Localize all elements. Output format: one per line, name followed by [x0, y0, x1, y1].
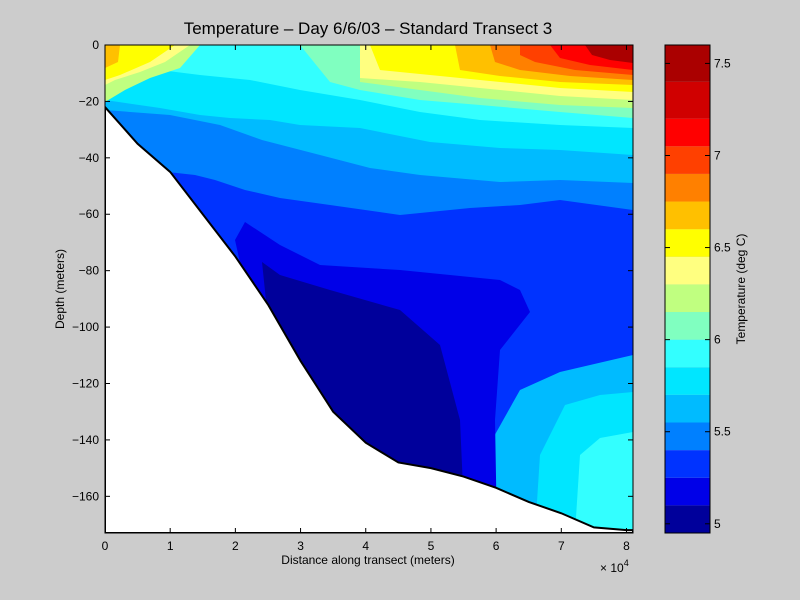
x-axis-multiplier: × 104 — [600, 558, 629, 575]
colorbar-tick-label: 6 — [714, 333, 721, 347]
x-multiplier-base: × 10 — [600, 561, 624, 575]
colorbar-level — [665, 422, 710, 451]
y-tick-label: −100 — [72, 320, 99, 334]
colorbar-tick-label: 7 — [714, 148, 721, 162]
y-tick-label: −80 — [79, 264, 100, 278]
chart-title: Temperature – Day 6/6/03 – Standard Tran… — [184, 19, 553, 38]
colorbar-level — [665, 45, 710, 82]
colorbar-level — [665, 229, 710, 257]
colorbar-level — [665, 505, 710, 533]
colorbar-tick-label: 5.5 — [714, 425, 731, 439]
x-multiplier-exponent: 4 — [624, 558, 629, 568]
colorbar-tick-label: 7.5 — [714, 56, 731, 70]
x-tick-label: 2 — [232, 539, 239, 553]
contour-band-darkred — [585, 45, 633, 63]
colorbar-level — [665, 312, 710, 340]
x-tick-label: 8 — [623, 539, 630, 553]
plot-frame — [104, 44, 634, 534]
colorbar-label: Temperature (deg C) — [734, 234, 748, 345]
colorbar-level — [665, 81, 710, 119]
x-axis-label: Distance along transect (meters) — [281, 553, 454, 567]
colorbar-ticks: 5 5.5 6 6.5 7 7.5 — [665, 56, 731, 531]
plot-area: 0 1 2 3 4 5 6 7 8 0 −20 −40 −60 −80 −100 −120 −140 −160 — [72, 38, 634, 553]
colorbar-level — [665, 367, 710, 395]
colorbar-level — [665, 118, 710, 147]
x-tick-label: 6 — [493, 539, 500, 553]
colorbar-level — [665, 284, 710, 313]
x-tick-label: 5 — [428, 539, 435, 553]
colorbar-level — [665, 173, 710, 202]
x-tick-label: 7 — [558, 539, 565, 553]
colorbar-level — [665, 477, 710, 506]
y-tick-label: −140 — [72, 433, 99, 447]
colorbar-level — [665, 256, 710, 285]
colorbar-levels — [665, 45, 710, 533]
contour-field — [105, 45, 633, 533]
colorbar-level — [665, 146, 710, 174]
colorbar-frame — [664, 44, 711, 534]
colorbar-level — [665, 201, 710, 230]
seafloor-mask — [105, 105, 633, 533]
colorbar-level — [665, 394, 710, 423]
colorbar: 5 5.5 6 6.5 7 7.5 Temperature (deg C) — [664, 44, 748, 534]
colorbar-level — [665, 339, 710, 368]
y-tick-label: −60 — [79, 207, 100, 221]
y-tick-label: −160 — [72, 489, 99, 503]
colorbar-tick-label: 5 — [714, 517, 721, 531]
x-axis-ticks: 0 1 2 3 4 5 6 7 8 — [102, 45, 630, 553]
x-tick-label: 3 — [297, 539, 304, 553]
y-tick-label: −20 — [79, 94, 100, 108]
y-tick-label: −40 — [79, 151, 100, 165]
y-tick-label: 0 — [92, 38, 99, 52]
y-axis-label: Depth (meters) — [53, 249, 67, 329]
y-tick-label: −120 — [72, 376, 99, 390]
colorbar-level — [665, 450, 710, 478]
x-tick-label: 0 — [102, 539, 109, 553]
y-axis-ticks: 0 −20 −40 −60 −80 −100 −120 −140 −160 — [72, 38, 633, 503]
x-tick-label: 1 — [167, 539, 174, 553]
colorbar-tick-label: 6.5 — [714, 241, 731, 255]
contour-band-cyan-bottom — [575, 432, 633, 533]
x-tick-label: 4 — [362, 539, 369, 553]
